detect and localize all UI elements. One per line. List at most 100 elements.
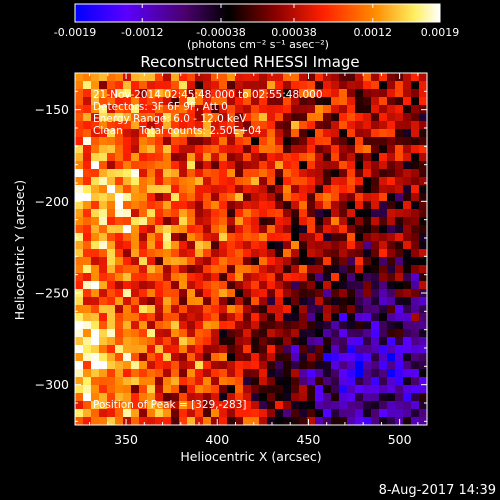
heatmap-cell [219,225,228,234]
heatmap-cell [323,193,332,202]
heatmap-cell [363,137,372,146]
heatmap-cell [75,265,84,274]
heatmap-cell [371,81,380,90]
heatmap-cell [227,377,236,386]
heatmap-cell [171,193,180,202]
heatmap-cell [99,401,108,410]
heatmap-cell [91,313,100,322]
heatmap-cell [227,137,236,146]
heatmap-cell [219,129,228,138]
heatmap-cell [195,185,204,194]
heatmap-cell [179,257,188,266]
heatmap-cell [259,193,268,202]
heatmap-cell [211,217,220,226]
heatmap-cell [331,97,340,106]
heatmap-cell [411,313,420,322]
heatmap-cell [275,345,284,354]
heatmap-cell [251,169,260,178]
heatmap-cell [115,377,124,386]
heatmap-cell [419,249,427,258]
heatmap-cell [91,345,100,354]
heatmap-cell [387,169,396,178]
heatmap-cell [291,177,300,186]
heatmap-cell [267,193,276,202]
heatmap-cell [315,169,324,178]
heatmap-cell [363,169,372,178]
heatmap-cell [83,217,92,226]
heatmap-cell [331,217,340,226]
heatmap-cell [411,145,420,154]
heatmap-cell [275,217,284,226]
heatmap-cell [163,105,172,114]
heatmap-cell [323,265,332,274]
heatmap-cell [123,97,132,106]
heatmap-cell [299,393,308,402]
heatmap-cell [347,129,356,138]
heatmap-cell [419,113,427,122]
heatmap-cell [107,241,116,250]
heatmap-cell [283,305,292,314]
heatmap-cell [243,137,252,146]
heatmap-cell [355,289,364,298]
heatmap-cell [171,289,180,298]
heatmap-cell [131,153,140,162]
heatmap-cell [179,225,188,234]
heatmap-cell [211,393,220,402]
heatmap-cell [387,361,396,370]
heatmap-cell [187,209,196,218]
heatmap-cell [347,409,356,418]
heatmap-cell [131,113,140,122]
heatmap-cell [379,401,388,410]
heatmap-cell [99,377,108,386]
heatmap-cell [267,297,276,306]
heatmap-cell [211,137,220,146]
heatmap-cell [395,409,404,418]
heatmap-cell [235,161,244,170]
y-tick-label: −200 [35,194,69,209]
heatmap-cell [115,217,124,226]
heatmap-cell [155,129,164,138]
heatmap-cell [107,409,116,418]
heatmap-cell [211,337,220,346]
heatmap-cell [83,401,92,410]
heatmap-cell [235,137,244,146]
heatmap-cell [211,249,220,258]
heatmap-cell [331,409,340,418]
heatmap-cell [355,137,364,146]
heatmap-cell [395,105,404,114]
heatmap-cell [251,241,260,250]
heatmap-cell [171,161,180,170]
heatmap-cell [307,209,316,218]
heatmap-cell [291,105,300,114]
heatmap-cell [179,73,188,82]
heatmap-cell [275,121,284,130]
heatmap-cell [315,89,324,98]
heatmap-cell [235,257,244,266]
heatmap-cell [171,185,180,194]
heatmap-cell [211,185,220,194]
heatmap-cell [203,129,212,138]
heatmap-cell [147,113,156,122]
heatmap-cell [259,233,268,242]
heatmap-cell [379,129,388,138]
heatmap-cell [115,185,124,194]
heatmap-cell [99,321,108,330]
heatmap-cell [195,97,204,106]
heatmap-cell [419,265,427,274]
heatmap-cell [99,89,108,98]
heatmap-cell [107,265,116,274]
heatmap-cell [243,89,252,98]
heatmap-cell [267,353,276,362]
heatmap-cell [411,361,420,370]
heatmap-cell [139,193,148,202]
heatmap-cell [203,369,212,378]
heatmap-cell [371,257,380,266]
heatmap-cell [115,417,124,425]
heatmap-cell [163,393,172,402]
heatmap-cell [299,385,308,394]
heatmap-cell [363,153,372,162]
heatmap-cell [299,329,308,338]
heatmap-cell [347,121,356,130]
heatmap-cell [363,209,372,218]
heatmap-cell [99,393,108,402]
